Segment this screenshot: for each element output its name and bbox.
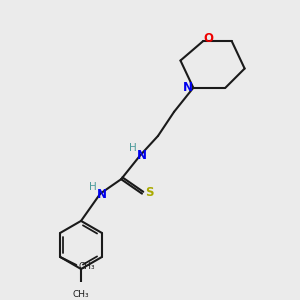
Text: S: S [145, 185, 153, 199]
Text: H: H [129, 143, 137, 153]
Text: N: N [182, 81, 193, 94]
Text: N: N [137, 149, 147, 162]
Text: N: N [97, 188, 107, 201]
Text: O: O [204, 32, 214, 45]
Text: H: H [89, 182, 97, 192]
Text: CH₃: CH₃ [79, 262, 95, 271]
Text: CH₃: CH₃ [73, 290, 89, 298]
